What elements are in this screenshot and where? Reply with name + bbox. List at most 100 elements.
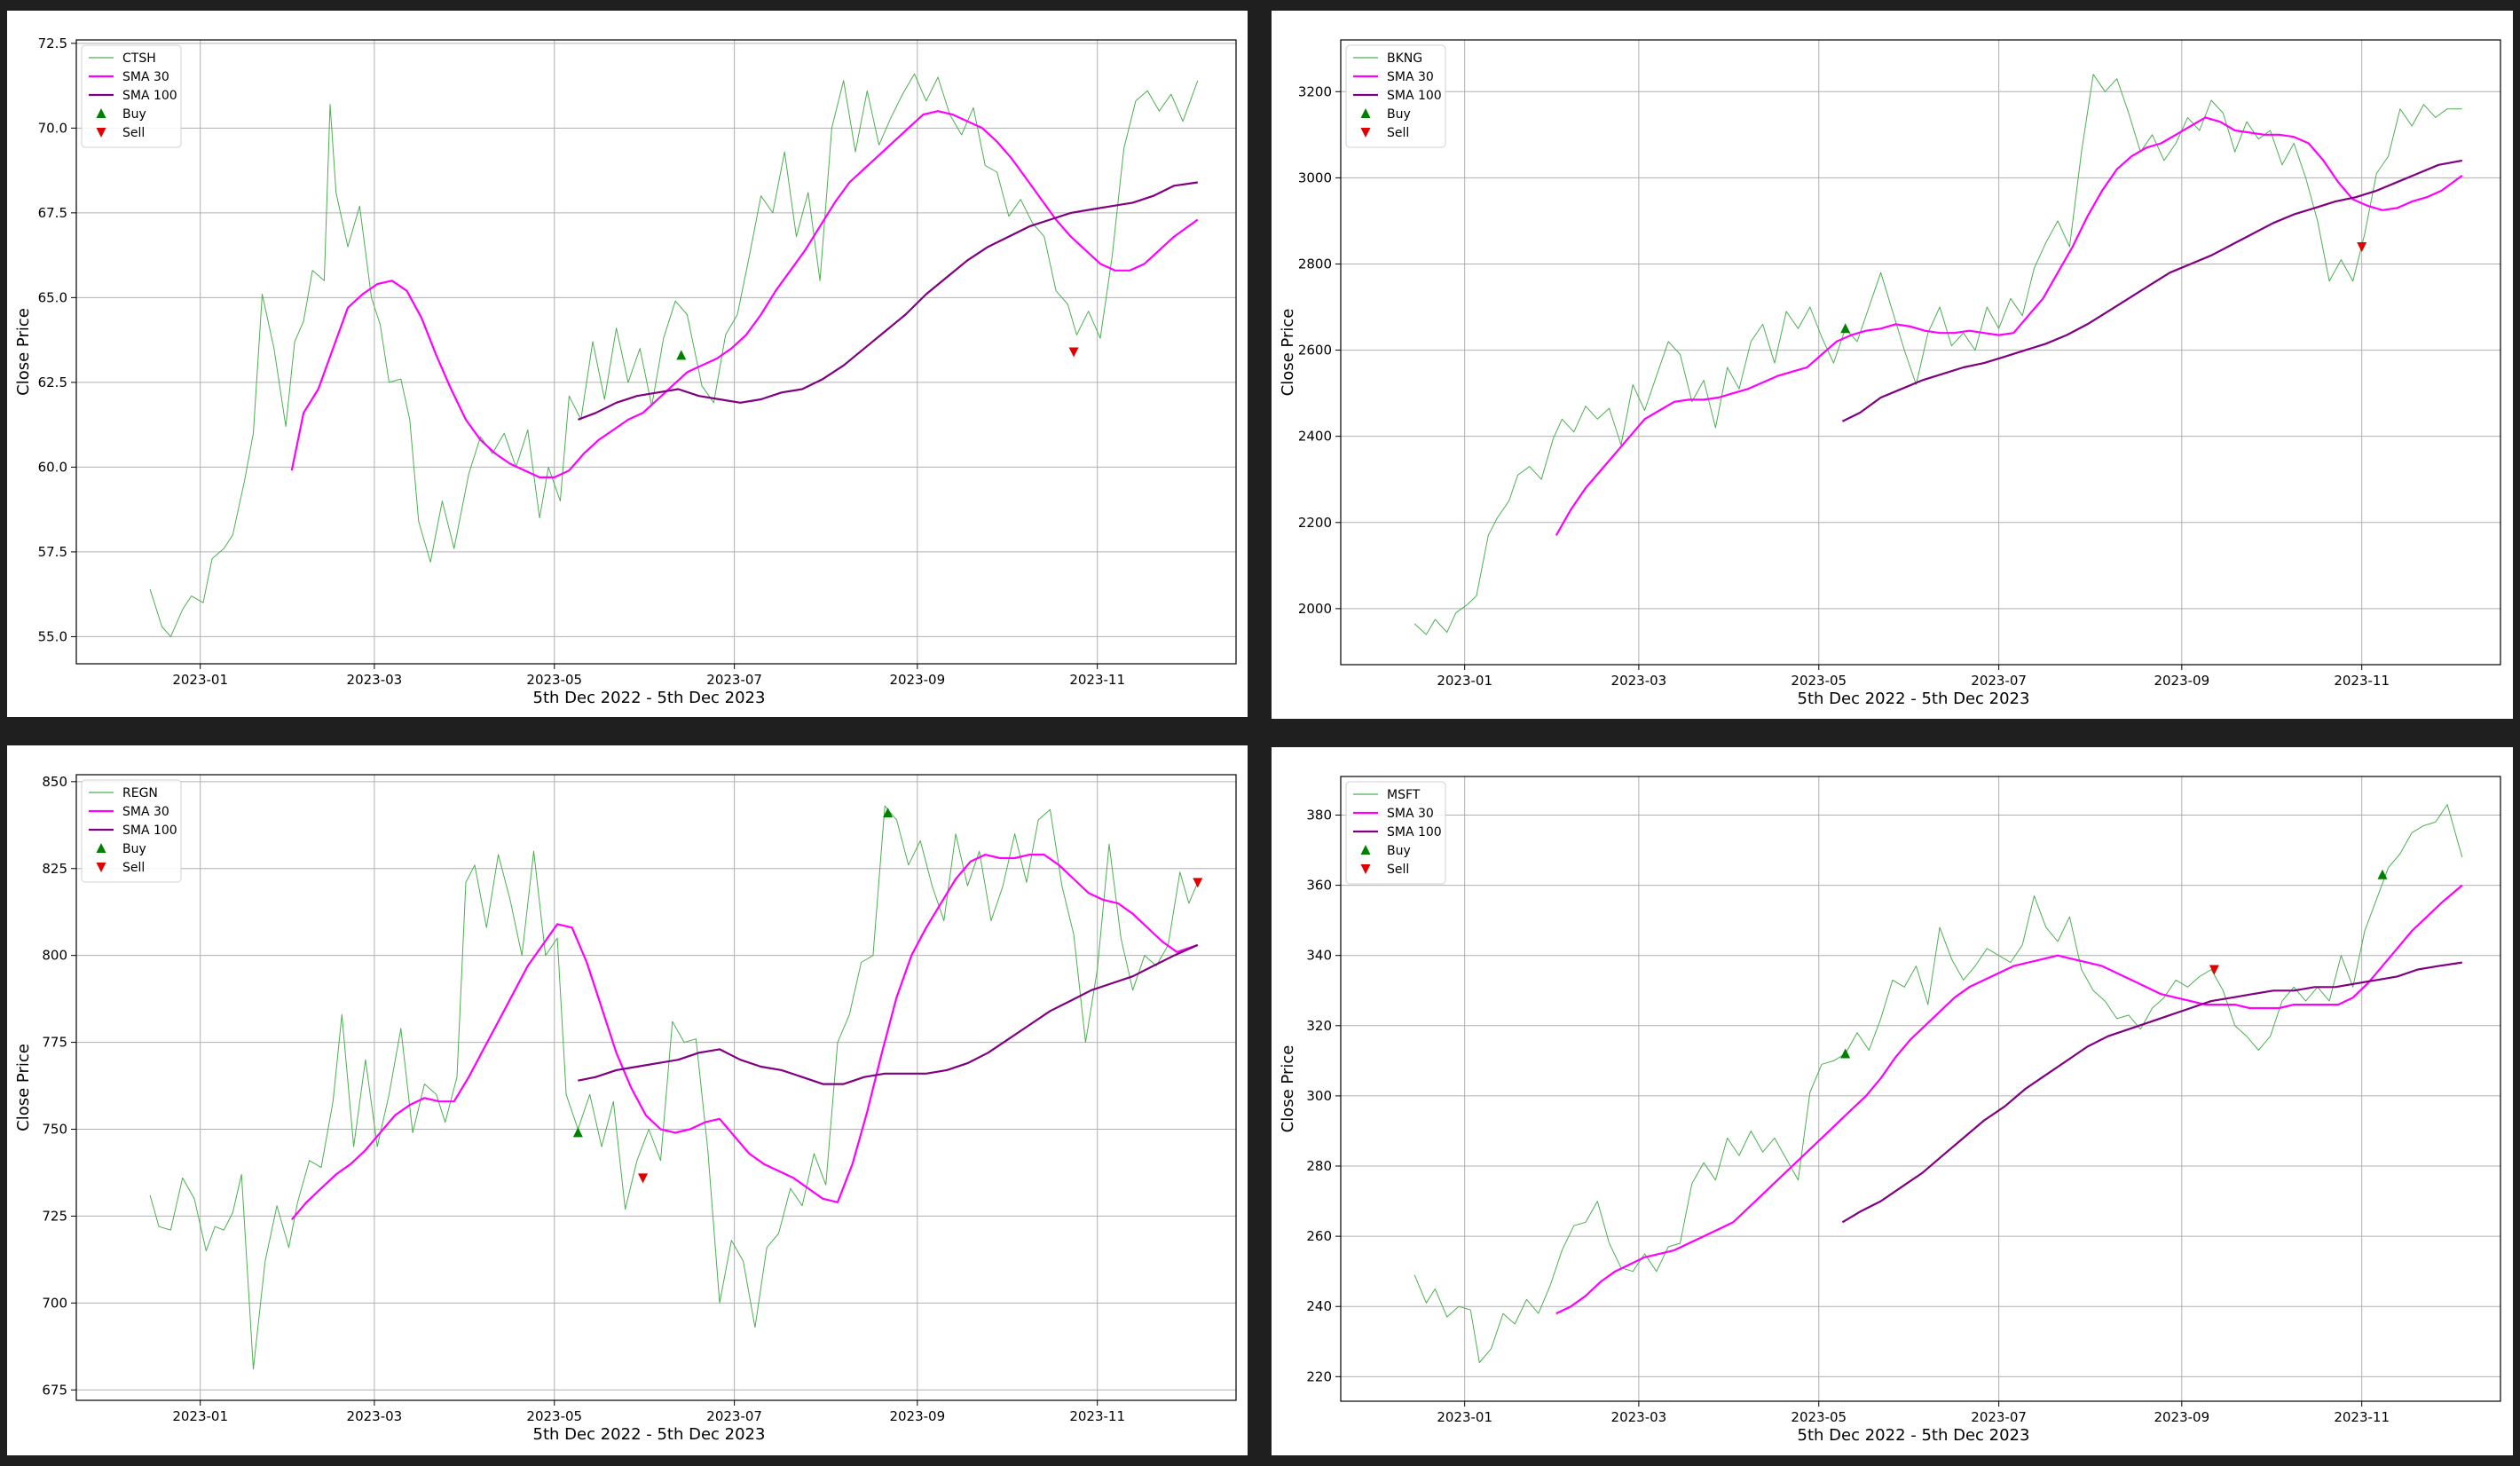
legend-sell-icon [1360, 864, 1371, 874]
x-tick-label: 2023-07 [706, 672, 762, 688]
x-axis-label: 5th Dec 2022 - 5th Dec 2023 [1798, 1426, 2030, 1445]
legend-label: Sell [1387, 126, 1409, 140]
x-tick-label: 2023-05 [526, 672, 582, 688]
series-lines [149, 73, 1199, 637]
legend: REGN SMA 30 SMA 100 Buy Sell [81, 779, 182, 883]
y-tick-label: 55.0 [38, 628, 67, 644]
y-tick-label: 700 [42, 1295, 67, 1311]
x-tick-label: 2023-07 [1971, 673, 2027, 689]
signals [1840, 869, 2388, 1059]
legend-sell-icon [96, 128, 106, 138]
plot-frame [1340, 39, 2501, 666]
legend-buy-icon [1360, 108, 1371, 118]
series-line-sma100 [1841, 961, 2462, 1224]
chart-panel-msft: 2023-01 2023-03 2023-05 2023-07 2023-09 2023-… [1272, 747, 2513, 1455]
x-tick-label: 2023-11 [2334, 1409, 2390, 1425]
buy-marker [1840, 1048, 1851, 1059]
legend-label: MSFT [1387, 788, 1421, 802]
grid [1341, 776, 2500, 1401]
y-tick-label: 57.5 [38, 544, 67, 560]
x-tick-label: 2023-03 [347, 672, 403, 688]
signals [676, 347, 1079, 360]
legend-label: CTSH [122, 51, 156, 66]
y-tick-label: 320 [1306, 1018, 1332, 1034]
y-axis-label: Close Price [1279, 309, 1297, 397]
legend-box [1345, 44, 1446, 148]
y-tick-label: 3000 [1298, 169, 1332, 185]
buy-marker [572, 1127, 583, 1138]
grid [1341, 40, 2500, 665]
sell-marker [1193, 878, 1203, 888]
x-tick-label: 2023-09 [2154, 1409, 2209, 1425]
y-tick-label: 850 [42, 774, 67, 790]
x-tick-label: 2023-05 [1791, 1409, 1847, 1425]
x-tick-label: 2023-03 [1611, 1409, 1667, 1425]
y-tick-label: 2800 [1298, 256, 1332, 272]
legend-label: Buy [1387, 844, 1411, 858]
x-tick-label: 2023-07 [1971, 1409, 2027, 1425]
buy-marker [1840, 323, 1851, 334]
ticks: 2023-01 2023-03 2023-05 2023-07 2023-09 2023-… [1306, 808, 2390, 1425]
series-line-sma30 [290, 110, 1199, 479]
x-axis-label: 5th Dec 2022 - 5th Dec 2023 [1798, 690, 2030, 708]
y-axis-label: Close Price [14, 308, 33, 396]
series-line-sma100 [578, 181, 1198, 421]
plot-frame [75, 774, 1237, 1401]
y-axis-label: Close Price [1279, 1045, 1297, 1133]
legend-label: SMA 100 [1387, 89, 1442, 103]
y-tick-label: 2000 [1298, 601, 1332, 617]
legend-label: SMA 30 [122, 805, 169, 819]
x-tick-label: 2023-01 [172, 1408, 228, 1424]
series-line-sma100 [578, 943, 1199, 1085]
y-tick-label: 360 [1306, 878, 1332, 894]
y-tick-label: 675 [42, 1382, 67, 1398]
series-line-price [149, 73, 1199, 637]
chart-msft: 2023-01 2023-03 2023-05 2023-07 2023-09 2023-… [1279, 776, 2501, 1445]
legend-label: REGN [122, 786, 158, 800]
x-axis-label: 5th Dec 2022 - 5th Dec 2023 [533, 1425, 766, 1444]
y-tick-label: 70.0 [38, 120, 67, 136]
legend-label: Sell [122, 861, 145, 875]
y-tick-label: 800 [42, 948, 67, 964]
legend-label: Buy [1387, 107, 1411, 122]
y-tick-label: 825 [42, 861, 67, 877]
y-tick-label: 65.0 [38, 289, 67, 305]
chart-regn: 2023-01 2023-03 2023-05 2023-07 2023-09 2023-… [14, 774, 1237, 1444]
y-tick-label: 725 [42, 1208, 67, 1224]
buy-marker [2377, 869, 2388, 879]
y-tick-label: 750 [42, 1122, 67, 1138]
ticks: 2023-01 2023-03 2023-05 2023-07 2023-09 2023-… [38, 35, 1125, 688]
sell-marker [2357, 242, 2367, 253]
x-axis-label: 5th Dec 2022 - 5th Dec 2023 [533, 689, 766, 707]
series-line-price [149, 805, 1199, 1370]
signals [572, 808, 1203, 1184]
legend-sell-icon [1360, 128, 1371, 138]
x-tick-label: 2023-01 [172, 672, 228, 688]
grid [76, 40, 1236, 664]
series-line-price [1414, 804, 2463, 1363]
y-tick-label: 3200 [1298, 83, 1332, 99]
y-tick-label: 340 [1306, 948, 1332, 964]
x-tick-label: 2023-07 [706, 1408, 762, 1424]
series-line-sma30 [1555, 884, 2463, 1315]
x-tick-label: 2023-09 [2154, 673, 2209, 689]
chart-ctsh: 2023-01 2023-03 2023-05 2023-07 2023-09 2023-… [14, 35, 1237, 707]
legend-label: SMA 30 [1387, 70, 1434, 84]
plot-frame [1340, 776, 2501, 1402]
y-tick-label: 2400 [1298, 429, 1332, 445]
legend-box [81, 779, 182, 883]
x-tick-label: 2023-01 [1437, 1409, 1492, 1425]
x-tick-label: 2023-09 [889, 1408, 945, 1424]
legend-sell-icon [96, 863, 106, 872]
y-tick-label: 2600 [1298, 343, 1332, 359]
x-tick-label: 2023-11 [1069, 672, 1125, 688]
series-line-price [1414, 74, 2462, 635]
ticks: 2023-01 2023-03 2023-05 2023-07 2023-09 2023-… [42, 774, 1125, 1424]
ticks: 2023-01 2023-03 2023-05 2023-07 2023-09 2023-… [1298, 83, 2390, 689]
y-tick-label: 380 [1306, 808, 1332, 824]
chart-panel-bkng: 2023-01 2023-03 2023-05 2023-07 2023-09 2023-… [1272, 11, 2513, 719]
series-line-sma30 [1555, 116, 2463, 536]
y-tick-label: 260 [1306, 1228, 1332, 1244]
x-tick-label: 2023-03 [1611, 673, 1667, 689]
y-tick-label: 220 [1306, 1368, 1332, 1384]
